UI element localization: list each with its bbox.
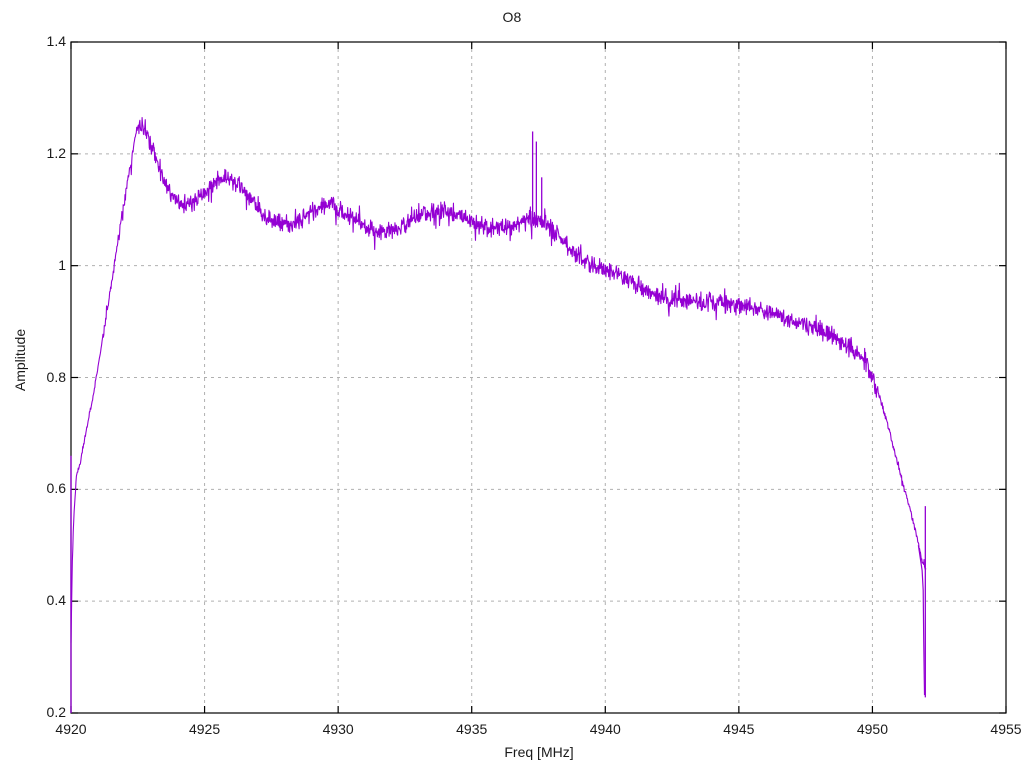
x-tick-label: 4940	[589, 721, 621, 737]
x-tick-label: 4945	[723, 721, 755, 737]
y-tick-label: 1.4	[46, 33, 66, 49]
x-tick-label: 4920	[55, 721, 87, 737]
grid-lines	[71, 42, 1006, 713]
data-series-o8	[70, 117, 927, 713]
y-tick-label: 0.4	[46, 592, 66, 609]
chart-title: O8	[502, 9, 522, 25]
x-tick-label: 4930	[322, 721, 354, 737]
y-tick-label: 0.8	[46, 368, 66, 385]
y-tick-label: 0.6	[46, 480, 66, 497]
y-tick-label: 1	[58, 256, 66, 273]
x-tick-label: 4950	[856, 721, 888, 737]
y-tick-label: 1.2	[46, 144, 66, 161]
x-tick-label: 4955	[990, 721, 1022, 737]
plot-frame	[70, 41, 1007, 714]
x-tick-label: 4925	[188, 721, 221, 737]
y-tick-label: 0.2	[46, 704, 66, 720]
y-tick-labels: 0.2 0.4 0.6 0.8 1 1.2 1.4	[6, 0, 66, 768]
x-tick-label: 4935	[456, 721, 488, 737]
x-axis-label: Freq [MHz]	[504, 744, 574, 760]
